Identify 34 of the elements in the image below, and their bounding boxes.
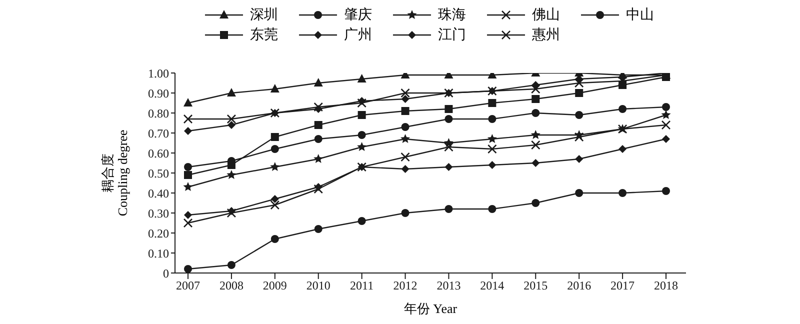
legend-label: 广州	[344, 26, 372, 44]
y-tick-label: 0	[163, 266, 169, 280]
x-tick-label: 2007	[176, 278, 200, 293]
x-tick-label: 2013	[436, 278, 461, 293]
x-tick-label: 2009	[262, 278, 287, 293]
y-tick-label: 0.60	[148, 146, 169, 160]
legend-label: 珠海	[438, 6, 466, 24]
x-axis-title: 年份 Year	[402, 300, 458, 318]
legend-label: 佛山	[532, 6, 560, 24]
legend-label: 东莞	[250, 26, 278, 44]
x-tick-label: 2011	[350, 278, 374, 293]
y-tick-label: 0.90	[148, 86, 169, 100]
legend-label: 深圳	[250, 6, 278, 24]
legend-label: 中山	[626, 6, 654, 24]
legend-label: 惠州	[532, 26, 560, 44]
y-tick-label: 1.00	[148, 66, 169, 80]
y-tick-label: 0.40	[148, 186, 169, 200]
legend-label: 肇庆	[344, 6, 372, 24]
y-tick-label: 0.50	[148, 166, 169, 180]
x-tick-label: 2014	[480, 278, 504, 293]
y-tick-label: 0.80	[148, 106, 169, 120]
y-tick-label: 0.70	[148, 126, 169, 140]
x-tick-label: 2008	[219, 278, 244, 293]
x-tick-label: 2015	[524, 278, 548, 293]
x-tick-label: 2018	[654, 278, 678, 293]
y-tick-label: 0.20	[148, 226, 169, 240]
legend-label: 江门	[438, 26, 466, 44]
y-tick-label: 0.10	[148, 246, 169, 260]
x-tick-label: 2010	[306, 278, 330, 293]
x-tick-label: 2012	[393, 278, 418, 293]
y-axis-title: 耦合度 Coupling degree	[100, 130, 130, 216]
x-tick-label: 2017	[610, 278, 635, 293]
x-tick-label: 2016	[567, 278, 592, 293]
y-tick-label: 0.30	[148, 206, 169, 220]
